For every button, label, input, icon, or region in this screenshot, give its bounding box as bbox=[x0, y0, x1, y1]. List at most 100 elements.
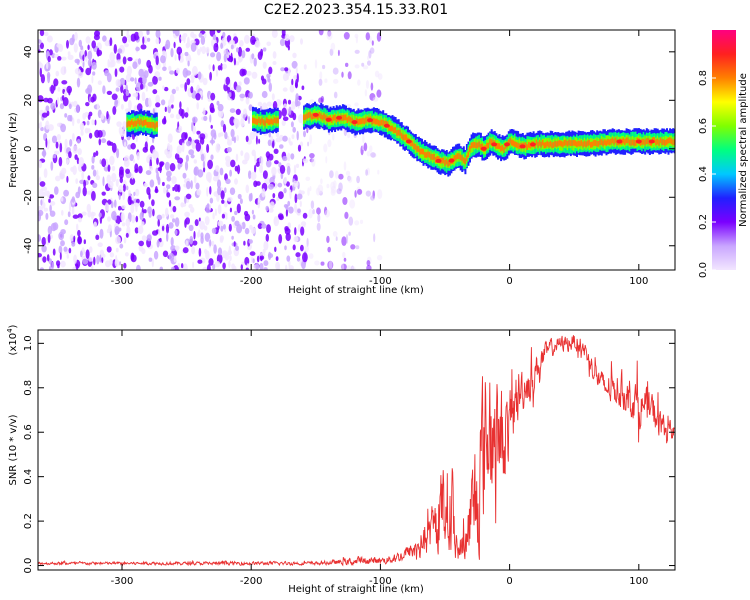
noise-blob bbox=[120, 103, 124, 110]
trace-cell bbox=[528, 141, 530, 148]
noise-blob bbox=[77, 148, 82, 156]
noise-blob bbox=[295, 66, 298, 76]
noise-blob bbox=[204, 32, 207, 39]
trace-cell bbox=[664, 140, 667, 146]
noise-blob bbox=[85, 249, 90, 260]
noise-blob bbox=[124, 252, 129, 257]
noise-blob bbox=[240, 150, 244, 157]
noise-blob bbox=[91, 119, 95, 126]
noise-blob bbox=[66, 175, 69, 183]
noise-blob bbox=[162, 85, 165, 90]
noise-blob bbox=[82, 258, 89, 265]
trace-peak bbox=[519, 144, 526, 149]
noise-blob bbox=[125, 84, 128, 93]
noise-blob bbox=[67, 51, 71, 56]
spectrogram-y-axis-label: Frequency (Hz) bbox=[8, 112, 19, 188]
noise-blob bbox=[277, 182, 283, 188]
noise-blob bbox=[55, 70, 60, 77]
noise-blob bbox=[85, 55, 88, 62]
noise-blob bbox=[222, 31, 226, 38]
trace-cell bbox=[554, 140, 557, 147]
noise-blob bbox=[230, 128, 235, 138]
trace-cell bbox=[427, 151, 430, 158]
noise-blob bbox=[132, 61, 138, 69]
noise-blob bbox=[217, 186, 222, 196]
noise-blob bbox=[302, 212, 308, 219]
trace-cell bbox=[464, 158, 467, 165]
noise-blob bbox=[190, 180, 193, 190]
noise-blob bbox=[224, 187, 227, 194]
x-tick-label: 0 bbox=[506, 576, 512, 587]
noise-blob bbox=[149, 179, 155, 188]
noise-blob bbox=[220, 225, 224, 232]
trace-cell bbox=[541, 139, 544, 146]
noise-blob bbox=[122, 121, 127, 130]
noise-blob bbox=[204, 216, 210, 226]
noise-blob bbox=[44, 31, 49, 37]
noise-blob bbox=[190, 86, 194, 94]
noise-blob bbox=[220, 42, 224, 50]
trace-cell bbox=[320, 113, 323, 119]
noise-blob bbox=[226, 48, 229, 55]
noise-blob bbox=[131, 173, 134, 180]
noise-blob bbox=[101, 158, 107, 168]
noise-blob bbox=[147, 81, 154, 87]
noise-blob bbox=[152, 89, 158, 95]
noise-blob bbox=[220, 120, 225, 128]
noise-blob bbox=[209, 114, 212, 123]
trace-cell bbox=[396, 130, 399, 136]
noise-blob bbox=[132, 93, 138, 97]
noise-blob bbox=[203, 166, 206, 173]
trace-cell bbox=[448, 159, 451, 166]
noise-blob bbox=[292, 244, 296, 251]
trace-cell bbox=[579, 140, 582, 147]
noise-blob bbox=[77, 186, 81, 195]
trace-cell bbox=[603, 139, 606, 146]
noise-blob bbox=[141, 235, 147, 241]
noise-blob bbox=[106, 90, 113, 95]
y-tick-label: 40 bbox=[23, 45, 34, 58]
x-tick-label: 100 bbox=[629, 276, 648, 287]
noise-blob bbox=[354, 64, 360, 69]
noise-blob bbox=[267, 139, 272, 147]
noise-blob bbox=[70, 166, 75, 172]
noise-blob bbox=[74, 154, 78, 160]
noise-blob bbox=[166, 170, 172, 178]
noise-blob bbox=[248, 193, 252, 202]
noise-blob bbox=[212, 175, 219, 182]
noise-blob bbox=[292, 112, 297, 121]
trace-cell bbox=[303, 114, 306, 121]
noise-blob bbox=[257, 101, 263, 107]
noise-blob bbox=[45, 212, 49, 220]
noise-blob bbox=[266, 41, 272, 47]
noise-blob bbox=[284, 226, 289, 232]
noise-blob bbox=[363, 142, 368, 152]
noise-blob bbox=[203, 115, 208, 122]
trace-cell bbox=[563, 140, 566, 146]
trace-cell bbox=[433, 153, 436, 160]
noise-blob bbox=[93, 221, 97, 228]
noise-blob bbox=[356, 175, 360, 184]
noise-blob bbox=[156, 239, 160, 248]
noise-blob bbox=[157, 167, 162, 172]
trace-cell bbox=[459, 154, 462, 161]
noise-blob bbox=[193, 175, 197, 184]
noise-blob bbox=[229, 255, 232, 262]
noise-blob bbox=[221, 199, 225, 204]
noise-blob bbox=[302, 252, 308, 263]
y-tick-label: 0.8 bbox=[23, 380, 34, 396]
noise-blob bbox=[199, 133, 206, 140]
noise-blob bbox=[61, 80, 68, 85]
noise-blob bbox=[257, 223, 263, 230]
trace-cell bbox=[670, 138, 673, 145]
noise-blob bbox=[132, 158, 135, 164]
noise-blob bbox=[190, 154, 195, 159]
trace-cell bbox=[582, 141, 585, 148]
noise-blob bbox=[265, 159, 272, 168]
noise-blob bbox=[291, 134, 295, 140]
trace-cell bbox=[597, 141, 600, 147]
trace-peak bbox=[448, 158, 455, 163]
noise-blob bbox=[130, 254, 137, 263]
noise-blob bbox=[273, 216, 277, 224]
noise-blob bbox=[299, 200, 302, 207]
